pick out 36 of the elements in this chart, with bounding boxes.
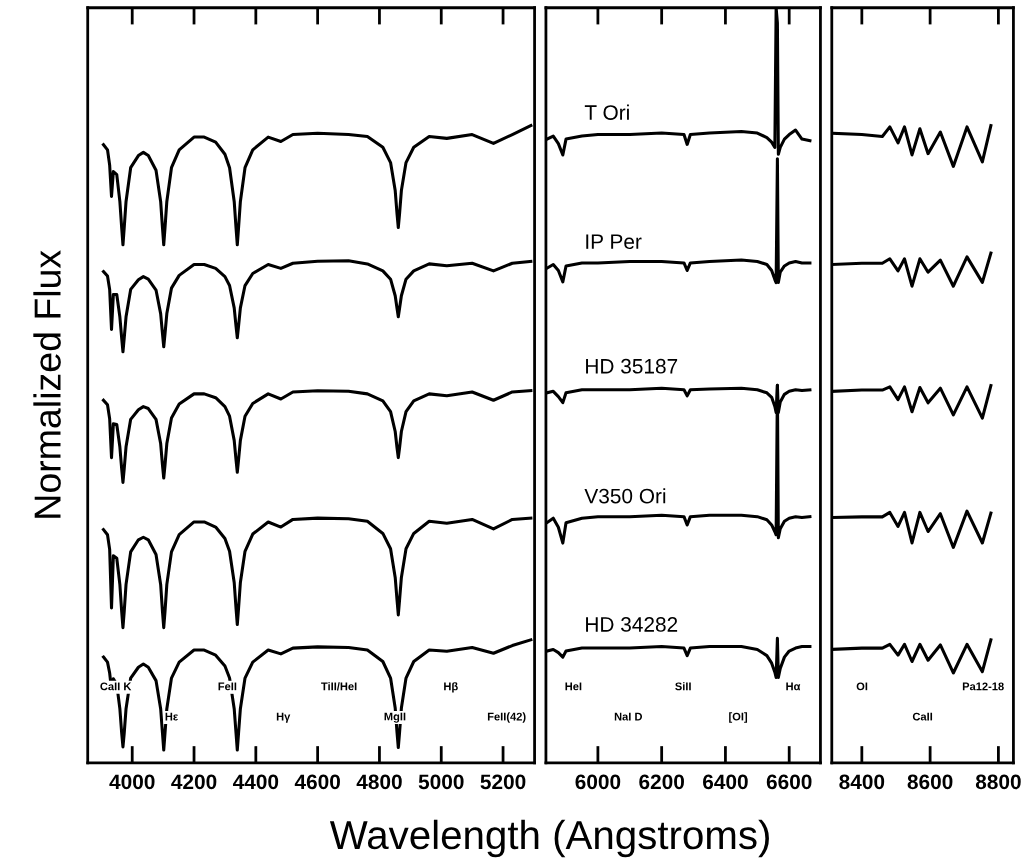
- annotation: Hα: [786, 682, 801, 691]
- x-tick-label: 8800: [975, 774, 1021, 790]
- annotation: Hε: [165, 712, 178, 721]
- x-tick-label: 4000: [109, 774, 155, 790]
- series-label: T Ori: [584, 104, 629, 120]
- series-label: IP Per: [586, 234, 642, 250]
- x-tick-label: 8400: [839, 774, 885, 790]
- annotation: CaII: [912, 712, 933, 721]
- x-axis-title: Wavelength (Angstroms): [329, 819, 769, 858]
- annotation: Hγ: [276, 712, 291, 723]
- annotation: SiII: [675, 682, 691, 691]
- x-tick-label: 4600: [294, 774, 340, 790]
- y-axis-title: Normalized Flux: [33, 250, 61, 518]
- x-tick-label: 4400: [232, 774, 279, 790]
- annotation: TiII/HeI: [321, 682, 357, 691]
- annotation: HeI: [565, 682, 582, 691]
- x-tick-label: 8600: [907, 774, 953, 790]
- series-label: HD 35187: [586, 358, 678, 374]
- x-tick-label: 4800: [356, 774, 402, 790]
- annotation: FeII(42): [487, 712, 526, 723]
- annotation: FeII: [218, 682, 237, 691]
- series-label: HD 34282: [586, 617, 678, 632]
- annotation: OI: [856, 682, 868, 691]
- x-tick-label: 5000: [418, 774, 464, 790]
- annotation: Pa12-18: [962, 682, 1004, 691]
- annotation: MgII: [384, 712, 406, 723]
- x-tick-label: 6200: [639, 774, 684, 790]
- annotation: [OI]: [729, 712, 748, 723]
- x-tick-label: 6600: [766, 774, 812, 790]
- x-tick-label: 4200: [171, 774, 217, 790]
- series-label: V350 Ori: [584, 488, 666, 504]
- annotation: NaI D: [614, 712, 643, 721]
- annotation: Hβ: [444, 682, 458, 693]
- x-tick-label: 6400: [703, 774, 748, 790]
- x-tick-label: 5200: [480, 774, 526, 790]
- x-tick-label: 6000: [575, 774, 621, 790]
